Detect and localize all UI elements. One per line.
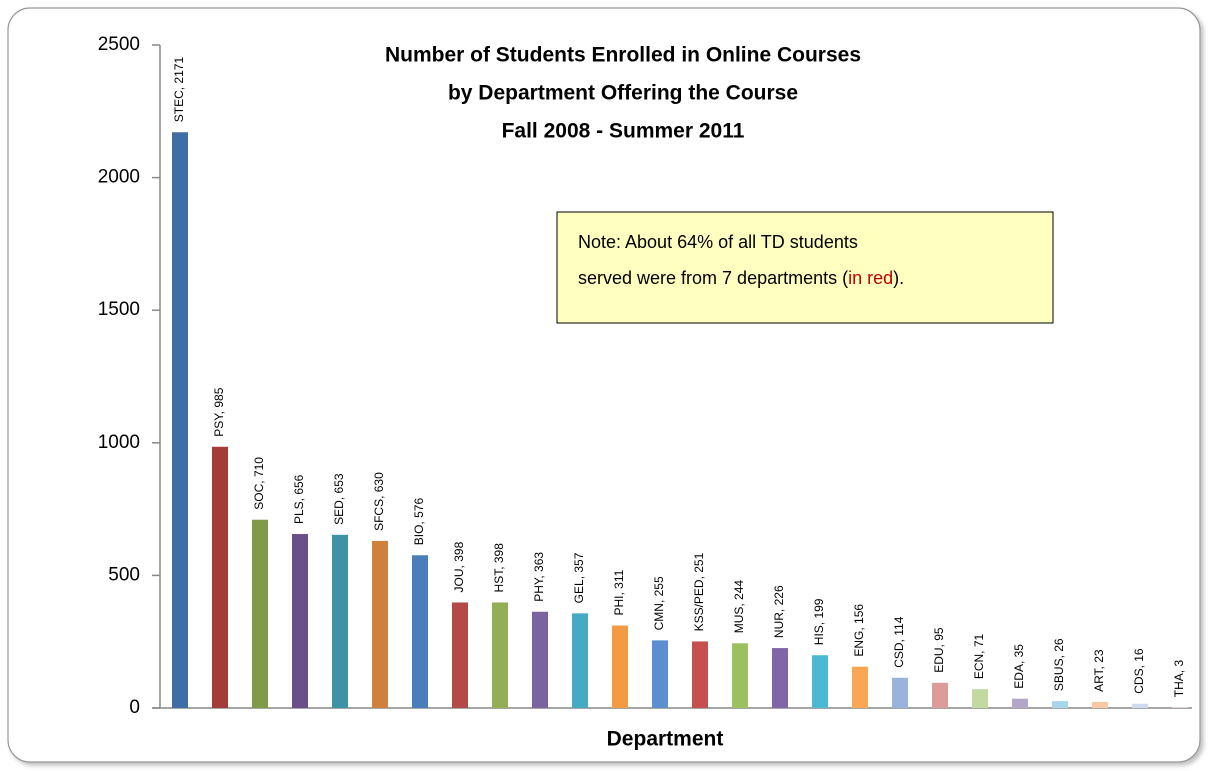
data-label: ART, 23 [1092, 649, 1106, 692]
bar [812, 655, 828, 708]
note-highlight: in red [848, 268, 893, 288]
note-text: ). [893, 268, 904, 288]
data-label: PHI, 311 [612, 569, 626, 615]
bar [292, 534, 308, 708]
data-label: JOU, 398 [452, 541, 466, 592]
y-tick-label: 2000 [98, 167, 140, 188]
data-label: SOC, 710 [252, 457, 266, 510]
bar [852, 666, 868, 708]
data-label: THA, 3 [1172, 660, 1186, 698]
data-label: NUR, 226 [772, 585, 786, 638]
bar [452, 602, 468, 708]
data-label: PHY, 363 [532, 552, 546, 602]
note-line: served were from 7 departments (in red). [578, 268, 904, 288]
data-label: KSS/PED, 251 [692, 552, 706, 631]
bar [972, 689, 988, 708]
bar [172, 132, 188, 708]
data-label: EDU, 95 [932, 627, 946, 673]
note-box [556, 211, 1054, 324]
data-label: ENG, 156 [852, 604, 866, 657]
data-label: CMN, 255 [652, 576, 666, 630]
data-label: HST, 398 [492, 543, 506, 593]
bar [772, 648, 788, 708]
chart-title: Fall 2008 - Summer 2011 [502, 120, 745, 143]
bar [212, 446, 228, 708]
bar [412, 555, 428, 708]
data-label: GEL, 357 [572, 552, 586, 603]
y-tick-label: 0 [129, 697, 140, 718]
bar [492, 602, 508, 708]
data-label: SFCS, 630 [372, 472, 386, 531]
bar [692, 641, 708, 708]
y-tick-label: 1500 [98, 299, 140, 320]
bar [332, 534, 348, 708]
bar [372, 540, 388, 708]
data-label: ECN, 71 [972, 633, 986, 679]
data-label: HIS, 199 [812, 598, 826, 645]
data-label: PSY, 985 [212, 387, 226, 436]
data-label: PLS, 656 [292, 474, 306, 524]
bar [932, 682, 948, 708]
y-tick-label: 500 [108, 564, 140, 585]
bar [612, 625, 628, 708]
bar [732, 643, 748, 708]
bar [892, 677, 908, 708]
bar [652, 640, 668, 708]
data-label: EDA, 35 [1012, 644, 1026, 689]
bar [1172, 707, 1188, 708]
data-label: MUS, 244 [732, 580, 746, 634]
note-text: served were from 7 departments ( [578, 268, 848, 288]
chart-title: Number of Students Enrolled in Online Co… [385, 44, 861, 67]
bar [1132, 703, 1148, 708]
bar [572, 613, 588, 708]
y-tick-label: 1000 [98, 432, 140, 453]
title-group: Number of Students Enrolled in Online Co… [385, 44, 861, 143]
data-label: CDS, 16 [1132, 648, 1146, 694]
bar [1092, 701, 1108, 708]
data-label: SBUS, 26 [1052, 638, 1066, 691]
note-line: Note: About 64% of all TD students [578, 232, 858, 252]
chart-title: by Department Offering the Course [448, 82, 798, 105]
bar [1052, 701, 1068, 708]
bar [252, 519, 268, 708]
bar [1012, 698, 1028, 708]
bar [532, 611, 548, 708]
data-label: STEC, 2171 [172, 57, 186, 123]
data-label: BIO, 576 [412, 498, 426, 546]
data-label: SED, 653 [332, 473, 346, 525]
x-axis-label: Department [607, 728, 724, 751]
data-label: CSD, 114 [892, 616, 906, 667]
y-tick-label: 2500 [98, 34, 140, 55]
